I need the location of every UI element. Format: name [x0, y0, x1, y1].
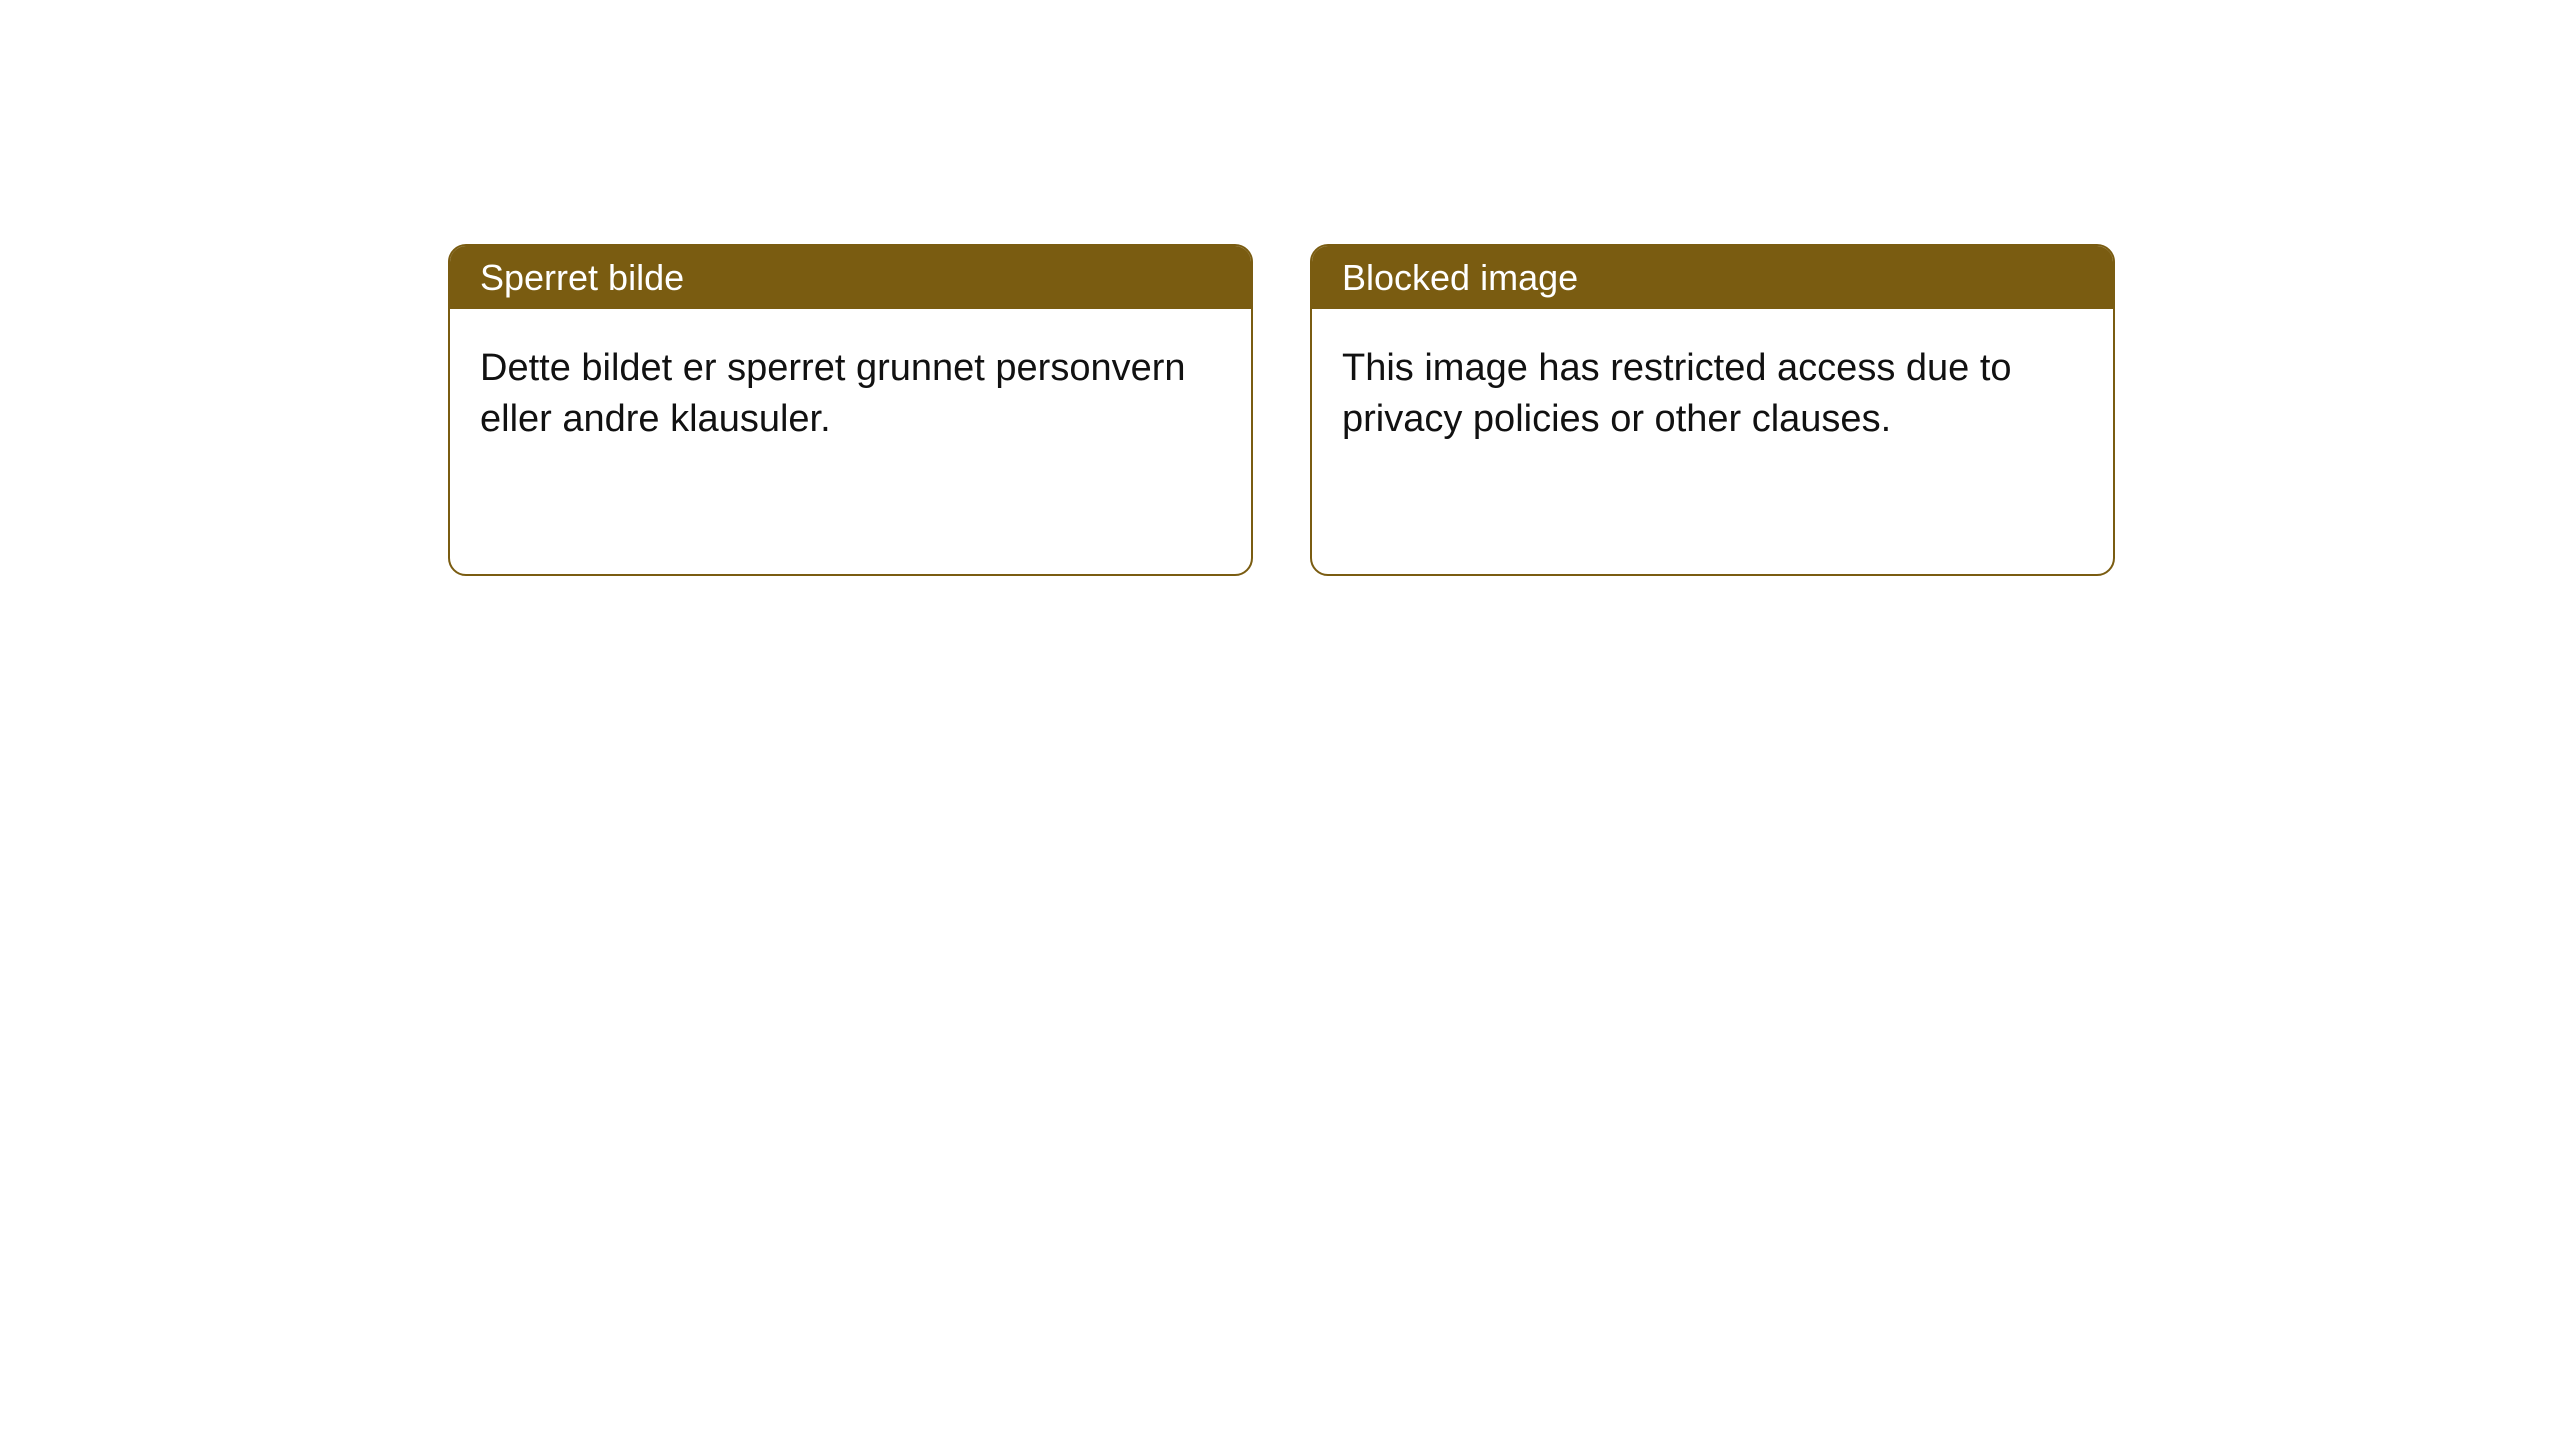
- notice-card-en: Blocked image This image has restricted …: [1310, 244, 2115, 576]
- notice-container: Sperret bilde Dette bildet er sperret gr…: [448, 244, 2115, 576]
- notice-title-en: Blocked image: [1312, 246, 2113, 309]
- notice-title-no: Sperret bilde: [450, 246, 1251, 309]
- notice-body-en: This image has restricted access due to …: [1312, 309, 2113, 480]
- notice-card-no: Sperret bilde Dette bildet er sperret gr…: [448, 244, 1253, 576]
- notice-body-no: Dette bildet er sperret grunnet personve…: [450, 309, 1251, 480]
